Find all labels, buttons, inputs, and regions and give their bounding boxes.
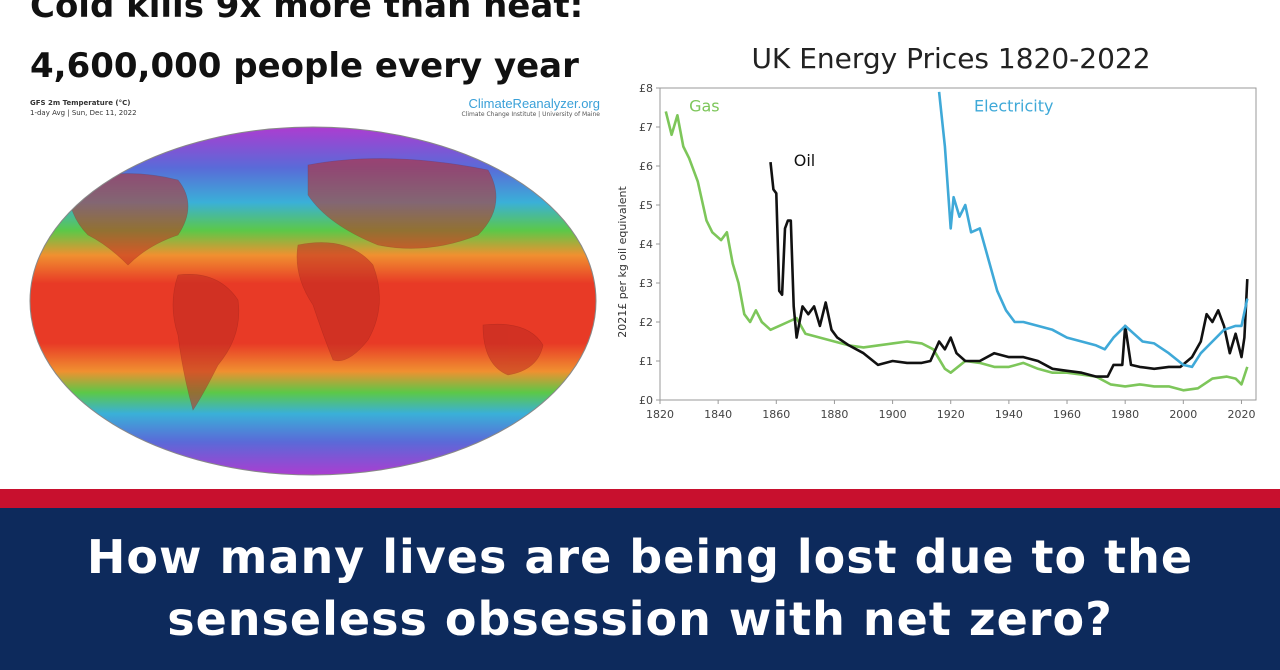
y-tick-label: £7 bbox=[639, 121, 653, 134]
x-tick-label: 2020 bbox=[1227, 408, 1255, 421]
africa-landmass bbox=[296, 242, 380, 362]
x-tick-label: 1880 bbox=[820, 408, 848, 421]
y-tick-label: £0 bbox=[639, 394, 653, 407]
x-tick-label: 1860 bbox=[762, 408, 790, 421]
series-label-electricity: Electricity bbox=[974, 96, 1053, 115]
chart-title: UK Energy Prices 1820-2022 bbox=[751, 42, 1150, 75]
y-tick-label: £4 bbox=[639, 238, 653, 251]
climate-reanalyzer-logo: ClimateReanalyzer.org bbox=[468, 96, 600, 111]
uk-energy-price-chart: UK Energy Prices 1820-2022 2021£ per kg … bbox=[616, 42, 1257, 421]
y-tick-label: £3 bbox=[639, 277, 653, 290]
north-america-landmass bbox=[67, 173, 189, 266]
south-america-landmass bbox=[172, 274, 240, 411]
banner-question-line-1: How many lives are being lost due to the bbox=[86, 530, 1194, 584]
y-tick-label: £8 bbox=[639, 82, 653, 95]
x-tick-label: 2000 bbox=[1169, 408, 1197, 421]
series-line-oil bbox=[769, 161, 1249, 378]
x-tick-label: 1840 bbox=[704, 408, 732, 421]
x-tick-label: 1960 bbox=[1053, 408, 1081, 421]
australia-landmass bbox=[482, 323, 544, 376]
bottom-banner bbox=[0, 508, 1280, 670]
plot-area: £0 £1 £2 £3 £4 £5 £6 £7 £8 1820 1840 1860 1880 1900 19… bbox=[639, 82, 1257, 421]
series-label-gas: Gas bbox=[689, 96, 720, 115]
headline-line-1: Cold kills 9x more than heat: bbox=[30, 0, 584, 26]
world-temperature-map bbox=[29, 126, 597, 476]
x-tick-label: 1820 bbox=[646, 408, 674, 421]
banner-stripe bbox=[0, 489, 1280, 508]
map-title: GFS 2m Temperature (°C) bbox=[30, 99, 131, 107]
y-tick-label: £2 bbox=[639, 316, 653, 329]
map-subtitle: 1-day Avg | Sun, Dec 11, 2022 bbox=[30, 109, 137, 117]
x-tick-label: 1900 bbox=[879, 408, 907, 421]
y-axis-label: 2021£ per kg oil equivalent bbox=[616, 186, 629, 338]
series-line-gas bbox=[664, 111, 1249, 392]
series-line-electricity bbox=[937, 91, 1249, 369]
climate-reanalyzer-logo-subtitle: Climate Change Institute | University of… bbox=[461, 111, 600, 118]
series-label-oil: Oil bbox=[794, 151, 815, 170]
y-tick-label: £5 bbox=[639, 199, 653, 212]
eurasia-landmass bbox=[307, 158, 497, 249]
headline-line-2: 4,600,000 people every year bbox=[30, 46, 579, 86]
map-caption: GFS 2m Temperature (°C) 1-day Avg | Sun,… bbox=[30, 96, 600, 128]
y-tick-label: £1 bbox=[639, 355, 653, 368]
x-tick-label: 1980 bbox=[1111, 408, 1139, 421]
y-tick-label: £6 bbox=[639, 160, 653, 173]
x-tick-label: 1940 bbox=[995, 408, 1023, 421]
banner-question-line-2: senseless obsession with net zero? bbox=[167, 592, 1113, 646]
x-tick-label: 1920 bbox=[937, 408, 965, 421]
